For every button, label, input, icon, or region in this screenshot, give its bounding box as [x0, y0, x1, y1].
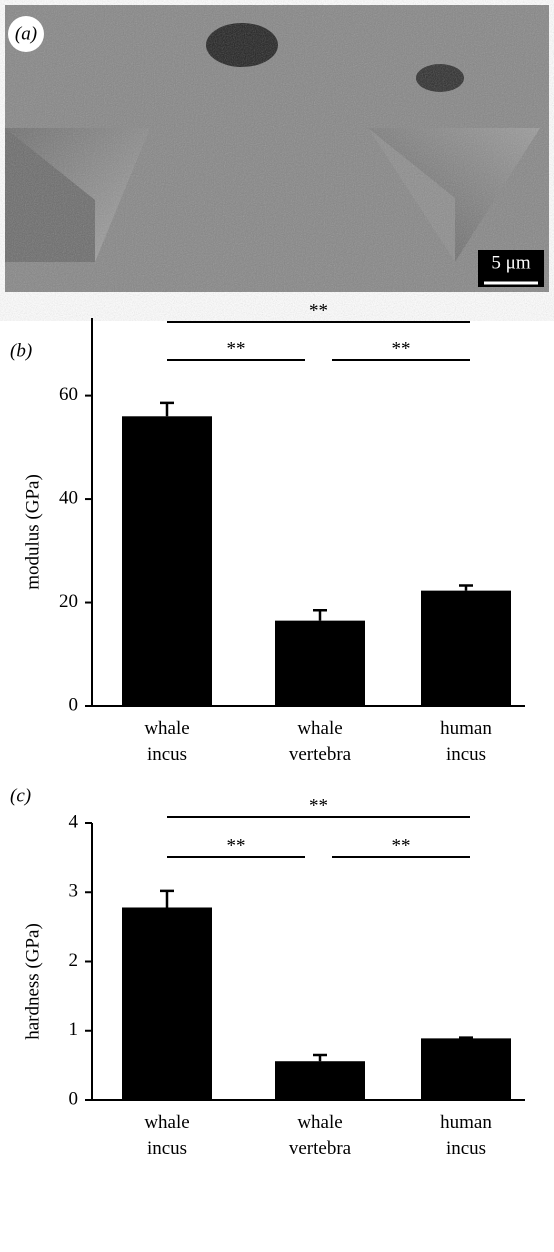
significance-label: **	[227, 835, 246, 856]
y-tick-label: 20	[59, 591, 78, 612]
y-tick-label: 1	[69, 1019, 79, 1040]
error-bar	[160, 889, 174, 908]
significance-label: **	[227, 338, 246, 359]
significance-label: **	[309, 300, 328, 321]
bar	[421, 590, 511, 706]
y-tick-label: 2	[69, 950, 79, 971]
bar	[421, 1038, 511, 1100]
y-tick-label: 40	[59, 487, 78, 508]
x-tick-label: whale incus	[144, 1112, 190, 1159]
x-tick-label: whale vertebra	[288, 718, 352, 765]
y-tick-label: 0	[69, 1088, 79, 1109]
x-tick-label: human incus	[440, 718, 492, 765]
significance-label: **	[392, 338, 411, 359]
significance-label: **	[309, 795, 328, 816]
bar	[275, 1061, 365, 1100]
panel-label: (c)	[10, 785, 31, 806]
y-axis-label: modulus (GPa)	[22, 474, 43, 590]
scale-bar-label: 5 μm	[491, 252, 530, 273]
error-bar	[313, 609, 327, 621]
y-axis-label: hardness (GPa)	[22, 923, 43, 1040]
bar	[122, 416, 212, 706]
x-tick-label: whale incus	[144, 718, 190, 765]
y-tick-label: 4	[69, 811, 79, 832]
bar	[275, 620, 365, 706]
panel-label: (a)	[15, 23, 37, 44]
bar	[122, 907, 212, 1100]
y-tick-label: 0	[69, 694, 79, 715]
significance-label: **	[392, 835, 411, 856]
error-bar	[459, 1036, 473, 1039]
x-tick-label: whale vertebra	[288, 1112, 352, 1159]
y-tick-label: 3	[69, 881, 79, 902]
error-bar	[459, 584, 473, 591]
y-tick-label: 60	[59, 384, 78, 405]
panel-label: (b)	[10, 340, 32, 361]
error-bar	[313, 1053, 327, 1062]
error-bar	[160, 401, 174, 417]
micrograph: (a) 5 μm	[5, 5, 549, 292]
x-tick-label: human incus	[440, 1112, 492, 1159]
